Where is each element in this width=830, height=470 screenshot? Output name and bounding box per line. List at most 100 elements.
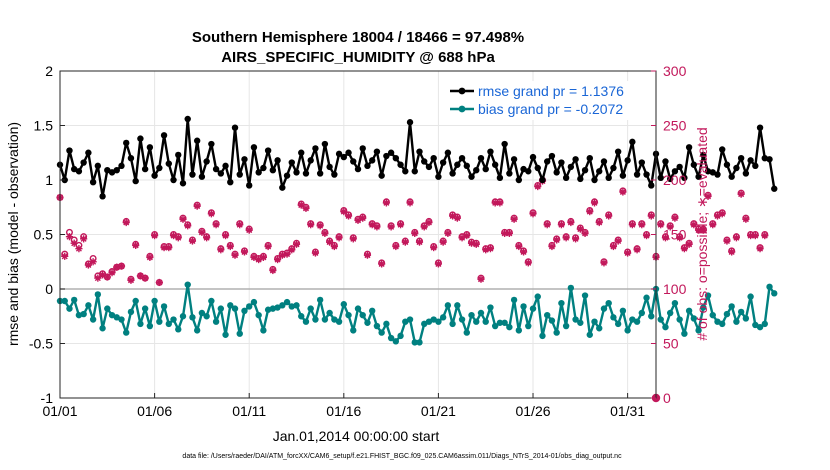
bias-point — [137, 320, 144, 328]
bias-point — [146, 322, 154, 330]
evaluated-obs-point — [680, 245, 688, 253]
evaluated-obs-point — [321, 229, 329, 238]
rmse-point — [321, 140, 329, 148]
rmse-point — [279, 184, 286, 191]
rmse-point — [255, 169, 262, 176]
evaluated-obs-point — [619, 188, 627, 196]
evaluated-obs-point — [141, 274, 149, 282]
evaluated-obs-point — [756, 245, 764, 253]
y-axis-label: rmse and bias (model - observation) — [5, 122, 21, 346]
rmse-point — [685, 144, 693, 151]
bias-point — [354, 305, 362, 312]
rmse-point — [666, 175, 674, 183]
rmse-point — [506, 170, 513, 177]
evaluated-obs-point — [453, 214, 461, 222]
chart-title-line2: AIRS_SPECIFIC_HUMIDITY @ 688 hPa — [221, 49, 495, 66]
bias-point — [496, 319, 504, 326]
y-tick-label-1: -0.5 — [29, 336, 53, 352]
bias-point — [624, 327, 631, 334]
evaluated-obs-point — [666, 223, 674, 231]
rmse-point — [714, 171, 721, 178]
evaluated-obs-point — [633, 246, 641, 254]
evaluated-obs-point — [553, 236, 561, 244]
bias-point — [141, 305, 149, 312]
evaluated-obs-point — [155, 278, 163, 287]
bias-point — [279, 302, 286, 309]
rmse-point — [269, 166, 277, 174]
rmse-point — [681, 174, 688, 182]
legend-rmse-marker — [458, 87, 466, 95]
rmse-point — [416, 148, 423, 155]
bias-point — [463, 329, 470, 336]
bias-point — [662, 323, 669, 331]
rmse-point — [411, 168, 418, 175]
bias-point — [704, 292, 712, 299]
evaluated-obs-point — [221, 231, 230, 240]
y2-axis-label: # of obs: o=possible; ∗=evaluated — [694, 127, 710, 340]
bias-point — [444, 302, 452, 309]
evaluated-obs-point — [108, 269, 116, 277]
bias-point — [700, 304, 707, 311]
bias-point — [600, 305, 608, 312]
y-tick-label-4: 1 — [45, 172, 53, 188]
rmse-point — [94, 162, 102, 170]
evaluated-obs-point — [273, 255, 282, 264]
evaluated-obs-point — [330, 242, 338, 251]
rmse-point — [572, 156, 579, 163]
evaluated-obs-point — [411, 229, 419, 238]
rmse-point — [458, 155, 466, 162]
bias-point — [737, 308, 745, 316]
evaluated-obs-point — [193, 202, 201, 210]
rmse-point — [629, 138, 636, 146]
evaluated-obs-point — [75, 245, 83, 253]
evaluated-obs-point — [136, 272, 145, 280]
rmse-point — [728, 173, 735, 180]
evaluated-obs-point — [529, 210, 537, 218]
rmse-point — [525, 168, 532, 175]
bias-point — [544, 311, 551, 319]
evaluated-obs-point — [434, 260, 443, 268]
rmse-point — [534, 164, 541, 172]
bias-point — [383, 320, 390, 328]
rmse-point — [496, 174, 504, 182]
rmse-point — [250, 144, 258, 151]
evaluated-obs-point — [600, 259, 608, 267]
legend: rmse grand pr = 1.1376 bias grand pr = -… — [446, 81, 646, 120]
bias-point — [298, 313, 305, 320]
evaluated-obs-point — [699, 226, 707, 234]
rmse-series — [56, 115, 778, 200]
rmse-point — [340, 153, 348, 161]
bias-point — [368, 307, 376, 314]
rmse-point — [406, 119, 414, 126]
rmse-line — [58, 117, 776, 198]
rmse-point — [439, 159, 447, 166]
rmse-point — [156, 164, 163, 172]
bias-point — [666, 309, 674, 317]
bias-point — [104, 305, 111, 312]
evaluated-obs-point — [624, 249, 632, 257]
evaluated-obs-point — [676, 234, 684, 242]
bias-point — [89, 316, 97, 323]
bias-point — [227, 302, 234, 309]
bias-point — [170, 316, 177, 323]
rmse-point — [719, 146, 726, 153]
rmse-point — [548, 152, 556, 160]
rmse-point — [624, 157, 631, 164]
evaluated-obs-point — [491, 199, 499, 207]
bias-series — [56, 281, 778, 346]
rmse-point — [350, 158, 357, 165]
evaluated-obs-point — [463, 231, 471, 240]
rmse-point — [316, 170, 324, 177]
y-axis-ticks: -1 -0.5 0 0.5 1 1.5 2 — [29, 63, 65, 406]
rmse-point — [591, 176, 598, 184]
evaluated-obs-point — [571, 235, 580, 243]
rmse-point — [648, 182, 655, 189]
bias-point — [581, 292, 589, 299]
y-tick-label-5: 1.5 — [34, 118, 54, 134]
evaluated-obs-point — [728, 248, 736, 256]
rmse-point — [737, 155, 745, 162]
bias-point — [439, 314, 447, 321]
rmse-point — [383, 152, 390, 160]
bias-point — [435, 318, 442, 325]
bias-point — [179, 313, 187, 320]
